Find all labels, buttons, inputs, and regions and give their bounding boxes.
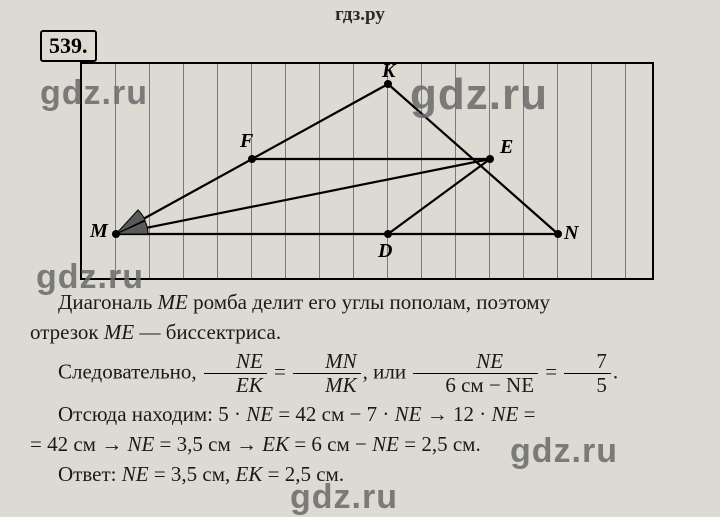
text: = <box>545 359 562 383</box>
problem-number-badge: 539. <box>40 30 97 62</box>
var-me: ME <box>158 290 188 314</box>
fraction: 7 5 <box>564 351 611 396</box>
frac-den: EK <box>204 374 267 396</box>
text: = 3,5 см → <box>154 432 262 456</box>
frac-den: 6 см − NE <box>413 374 538 396</box>
vertex-label-m: M <box>90 220 108 243</box>
text: . <box>613 359 618 383</box>
var-ek: EK <box>262 432 289 456</box>
answer-label: Ответ: <box>58 462 122 486</box>
frac-num: NE <box>204 351 267 374</box>
site-header: гдз.ру <box>0 0 720 26</box>
text: = 42 см → <box>30 432 127 456</box>
text: , или <box>363 359 412 383</box>
text: = <box>518 402 535 426</box>
var-ne: NE <box>491 402 518 426</box>
frac-den: MK <box>293 374 361 396</box>
text: = 2,5 см. <box>399 432 481 456</box>
var-me: ME <box>104 320 134 344</box>
text: ромба делит его углы пополам, поэтому <box>188 290 550 314</box>
vertex-label-f: F <box>240 130 253 153</box>
text: = 3,5 см, <box>149 462 236 486</box>
frac-num: MN <box>293 351 361 374</box>
vertex-label-n: N <box>564 222 578 245</box>
fraction: MN MK <box>293 351 361 396</box>
text: отрезок <box>30 320 104 344</box>
vertex-label-d: D <box>378 240 392 263</box>
text: = 6 см − <box>289 432 372 456</box>
text: = <box>274 359 291 383</box>
var-ek: EK <box>236 462 263 486</box>
text: — биссектриса. <box>134 320 281 344</box>
var-ne: NE <box>127 432 154 456</box>
text: Диагональ <box>58 290 158 314</box>
vertex-label-e: E <box>500 136 513 159</box>
text: Отсюда находим: 5 · <box>58 402 246 426</box>
text: Следовательно, <box>58 359 202 383</box>
var-ne: NE <box>395 402 422 426</box>
var-ne: NE <box>122 462 149 486</box>
watermark: gdz.ru <box>40 74 148 113</box>
fraction: NE 6 см − NE <box>413 351 538 396</box>
text: → 12 · <box>421 402 491 426</box>
frac-num: NE <box>413 351 538 374</box>
var-ne: NE <box>246 402 273 426</box>
vertex-label-k: K <box>382 60 395 83</box>
text: = 42 см − 7 · <box>273 402 395 426</box>
var-ne: NE <box>372 432 399 456</box>
fraction: NE EK <box>204 351 267 396</box>
frac-den: 5 <box>564 374 611 396</box>
frac-num: 7 <box>564 351 611 374</box>
watermark: gdz.ru <box>410 70 548 120</box>
solution-text: Диагональ ME ромба делит его углы попола… <box>30 288 690 491</box>
text: = 2,5 см. <box>262 462 344 486</box>
geometry-diagram: K F E M D N <box>80 62 654 280</box>
